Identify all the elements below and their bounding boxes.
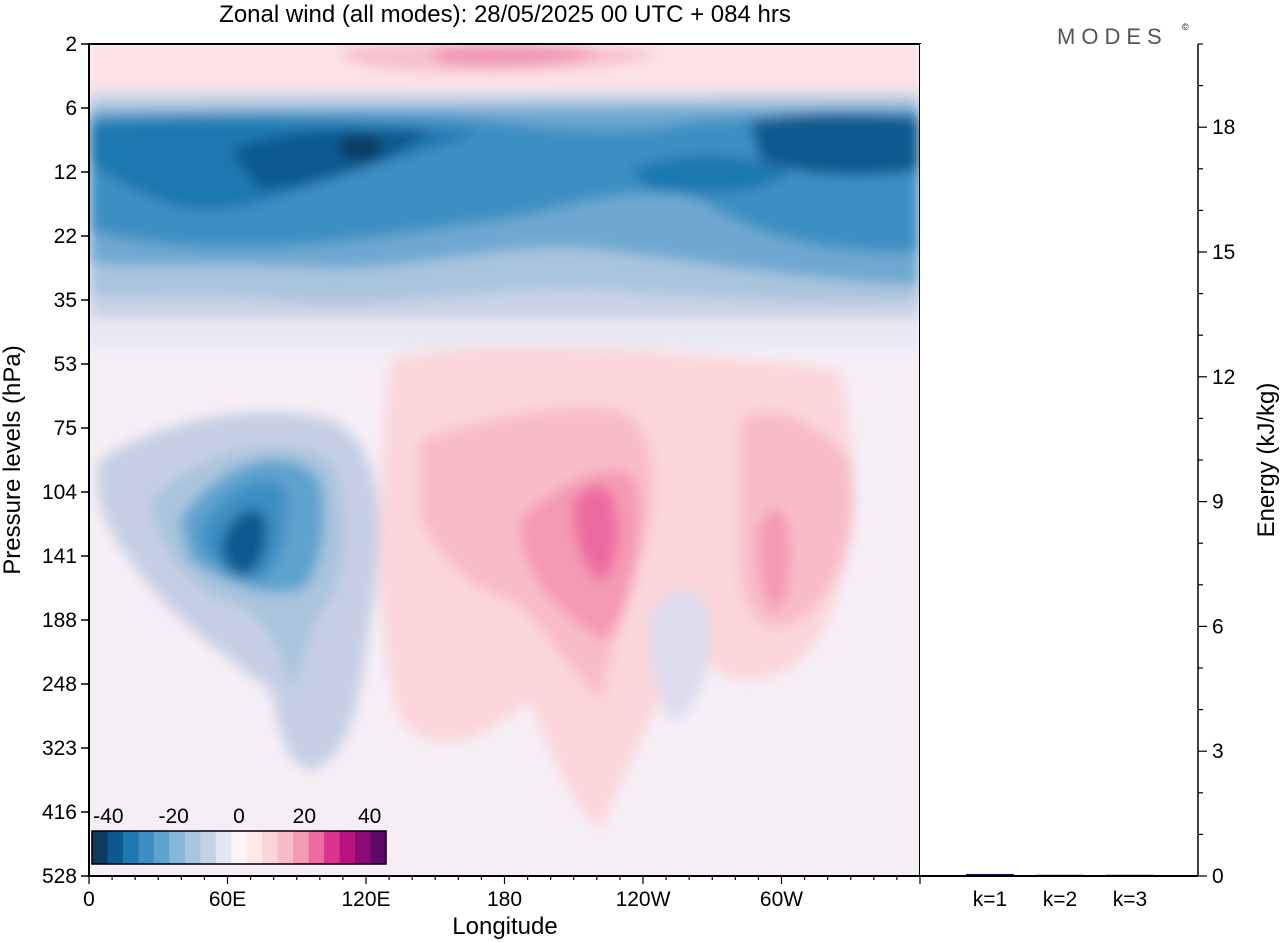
- energy-tick-label: 12: [1212, 366, 1235, 389]
- colorbar-swatch: [215, 831, 232, 864]
- y-tick-label: 53: [54, 353, 77, 376]
- chart-title: Zonal wind (all modes): 28/05/2025 00 UT…: [219, 1, 791, 28]
- colorbar-swatch: [339, 831, 356, 864]
- heatmap-plot: [88, 43, 921, 877]
- colorbar-swatch: [262, 831, 279, 864]
- energy-tick-label: 15: [1212, 241, 1235, 264]
- x-tick-label: 120E: [341, 888, 390, 911]
- y-tick-label: 248: [42, 673, 77, 696]
- y-axis-pressure: 2 6 12 22 35 53 75 104 141 188 248 323 416 528: [42, 33, 89, 888]
- energy-category-label: k=1: [973, 888, 1007, 911]
- colorbar: -40 -20 0 20 40: [91, 805, 387, 865]
- y-tick-label: 2: [65, 33, 77, 56]
- colorbar-label: 40: [358, 805, 381, 828]
- y-tick-label: 416: [42, 801, 77, 824]
- y-tick-label: 6: [65, 97, 77, 120]
- y-tick-label: 12: [54, 161, 77, 184]
- energy-category-label: k=2: [1043, 888, 1077, 911]
- colorbar-labels: -40 -20 0 20 40: [93, 805, 381, 828]
- colorbar-swatch: [293, 831, 310, 864]
- y-tick-label: 528: [42, 865, 77, 888]
- y-tick-label: 35: [54, 289, 77, 312]
- colorbar-swatch: [308, 831, 325, 864]
- energy-tick-label: 9: [1212, 491, 1224, 514]
- logo-copyright-mark: ©: [1182, 22, 1189, 32]
- y-axis-label: Pressure levels (hPa): [0, 345, 26, 574]
- colorbar-swatch: [231, 831, 248, 864]
- y-tick-label: 75: [54, 417, 77, 440]
- colorbar-label: 20: [293, 805, 316, 828]
- colorbar-frame: [91, 830, 387, 865]
- energy-tick-label: 0: [1212, 865, 1224, 888]
- y-tick-label: 323: [42, 737, 77, 760]
- colorbar-swatch: [92, 831, 108, 864]
- energy-y-axis: 0 3 6 9 12 15 18: [1198, 43, 1235, 888]
- energy-bar: [966, 873, 1014, 876]
- colorbar-swatch: [370, 831, 387, 864]
- energy-plot-background: [920, 44, 1198, 876]
- colorbar-swatch: [153, 831, 170, 864]
- x-tick-label: 60W: [760, 888, 803, 911]
- heatmap-field: [89, 44, 920, 830]
- colorbar-swatch: [200, 831, 217, 864]
- colorbar-swatch: [324, 831, 341, 864]
- colorbar-swatches: [92, 831, 387, 864]
- energy-category-label: k=3: [1113, 888, 1147, 911]
- colorbar-swatch: [122, 831, 139, 864]
- colorbar-label: 0: [233, 805, 245, 828]
- x-tick-label: 180: [487, 888, 522, 911]
- energy-x-axis: k=1 k=2 k=3: [973, 888, 1147, 911]
- energy-tick-label: 3: [1212, 740, 1224, 763]
- colorbar-swatch: [246, 831, 263, 864]
- y-tick-label: 141: [42, 545, 77, 568]
- colorbar-swatch: [277, 831, 294, 864]
- y-tick-label: 188: [42, 609, 77, 632]
- x-tick-label: 60E: [209, 888, 246, 911]
- x-axis-label: Longitude: [452, 913, 557, 940]
- y-tick-label: 22: [54, 225, 77, 248]
- energy-tick-label: 6: [1212, 615, 1224, 638]
- colorbar-label: -40: [93, 805, 123, 828]
- x-tick-label: 120W: [616, 888, 671, 911]
- colorbar-swatch: [169, 831, 186, 864]
- x-tick-label: 0: [83, 888, 95, 911]
- colorbar-swatch: [184, 831, 201, 864]
- energy-tick-label: 18: [1212, 116, 1235, 139]
- y-tick-label: 104: [42, 481, 77, 504]
- colorbar-swatch: [138, 831, 155, 864]
- colorbar-swatch: [107, 831, 124, 864]
- colorbar-label: -20: [158, 805, 188, 828]
- energy-chart: 0 3 6 9 12 15 18 k=1 k=2 k=3 Energy (kJ/kg): [920, 43, 1280, 911]
- colorbar-swatch: [355, 831, 372, 864]
- energy-axis-label: Energy (kJ/kg): [1253, 383, 1280, 538]
- x-axis-longitude: 0 60E 120E 180 120W 60W: [83, 876, 921, 911]
